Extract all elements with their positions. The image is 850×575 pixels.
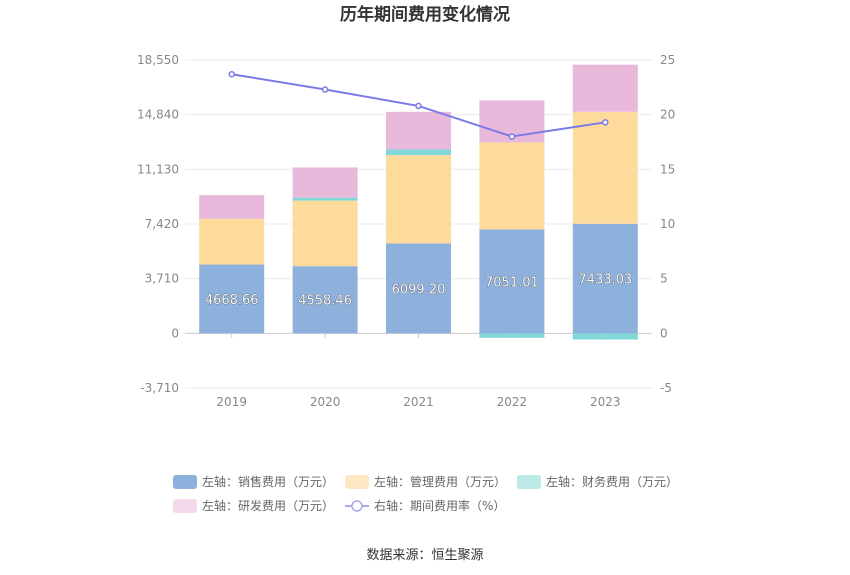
legend-item-sales[interactable]: 左轴：销售费用（万元） [173, 474, 334, 489]
legend[interactable]: 左轴：销售费用（万元） 左轴：管理费用（万元） 左轴：财务费用（万元） 左轴：研发费用… [173, 474, 678, 513]
bar-data-label: 6099.20 [392, 282, 446, 297]
legend-label: 左轴：财务费用（万元） [546, 474, 678, 489]
left-axis-tick-label: 14,840 [137, 108, 179, 122]
rate-line-point [321, 86, 329, 93]
bar-series [199, 64, 638, 340]
legend-item-rd[interactable]: 左轴：研发费用（万元） [173, 498, 334, 513]
left-axis-tick-label: 7,420 [145, 217, 179, 231]
bar-data-label: 4668.66 [205, 293, 259, 308]
bar-rd-expense [199, 195, 265, 219]
left-axis-tick-label: 3,710 [145, 272, 179, 286]
x-axis-tick-label: 2019 [216, 395, 247, 409]
bar-sales-expense [479, 229, 545, 334]
x-axis-tick-label: 2020 [310, 395, 341, 409]
right-axis-tick-label: 15 [660, 162, 675, 176]
bar-data-label: 4558.46 [298, 294, 352, 309]
legend-label: 左轴：管理费用（万元） [374, 474, 506, 489]
x-axis: 2019 2020 2021 2022 2023 [216, 333, 621, 409]
left-axis-tick-label: -3,710 [140, 381, 179, 395]
right-axis-tick-label: 20 [660, 108, 675, 122]
bar-sales-expense [386, 243, 451, 334]
legend-item-admin[interactable]: 左轴：管理费用（万元） [345, 474, 506, 489]
rate-line-point [508, 133, 516, 140]
x-axis-tick-label: 2021 [403, 395, 434, 409]
right-axis: -5 0 5 10 15 20 25 [660, 53, 675, 395]
legend-swatch [517, 475, 541, 489]
bar-sales-expense [572, 223, 638, 334]
rate-line-point [228, 70, 235, 78]
bar-finance-expense [292, 197, 358, 201]
bar-data-label: 7433.03 [578, 273, 632, 288]
legend-marker [351, 500, 363, 512]
left-axis-tick-label: 18,550 [137, 53, 179, 67]
right-axis-tick-label: -5 [660, 381, 672, 395]
bar-data-label: 7051.01 [485, 275, 539, 290]
x-axis-tick-label: 2022 [497, 395, 528, 409]
legend-swatch [173, 475, 197, 489]
bar-rd-expense [386, 111, 451, 150]
bar-sales-expense [199, 264, 265, 334]
bar-admin-expense [479, 142, 545, 230]
rate-line-point [415, 102, 422, 110]
left-axis: -3,710 0 3,710 7,420 11,130 14,840 18,550 [137, 53, 179, 395]
right-axis-tick-label: 5 [660, 272, 668, 286]
bar-admin-expense [386, 155, 451, 244]
rate-line-point [602, 119, 609, 126]
legend-label: 左轴：研发费用（万元） [202, 498, 334, 513]
bar-rd-expense [572, 64, 638, 112]
right-axis-tick-label: 25 [660, 53, 675, 67]
right-axis-tick-label: 0 [660, 326, 668, 340]
legend-label: 右轴：期间费用率（%） [374, 498, 505, 513]
bar-admin-expense [292, 200, 358, 267]
bar-finance-expense [386, 149, 451, 156]
legend-swatch [345, 475, 369, 489]
left-axis-tick-label: 0 [171, 326, 179, 340]
bar-admin-expense [572, 111, 638, 224]
right-axis-tick-label: 10 [660, 217, 675, 231]
chart-title: 历年期间费用变化情况 [340, 4, 510, 25]
legend-item-rate[interactable]: 右轴：期间费用率（%） [345, 498, 505, 513]
legend-item-finance[interactable]: 左轴：财务费用（万元） [517, 474, 678, 489]
legend-label: 左轴：销售费用（万元） [202, 474, 334, 489]
left-axis-tick-label: 11,130 [137, 162, 179, 176]
bar-sales-expense [292, 266, 358, 334]
legend-swatch [173, 499, 197, 513]
bar-rd-expense [292, 167, 358, 198]
bar-data-labels: 4668.66 4558.46 6099.20 7051.01 7433.03 [205, 272, 633, 309]
rate-line-series [228, 70, 609, 140]
bar-admin-expense [199, 218, 265, 265]
source-text: 数据来源：恒生聚源 [366, 548, 483, 563]
x-axis-tick-label: 2023 [590, 395, 621, 409]
